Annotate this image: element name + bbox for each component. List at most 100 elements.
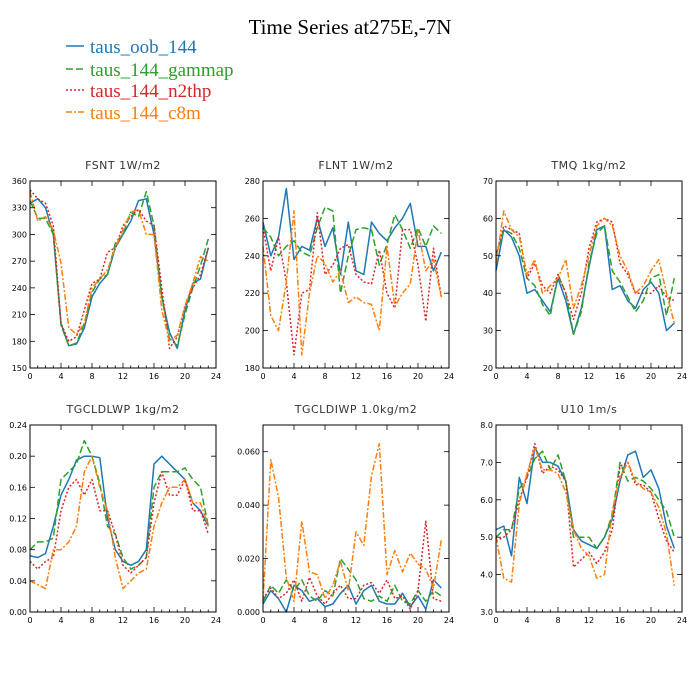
y-tick-label: 5.0 <box>480 533 493 542</box>
x-tick-label: 4 <box>291 616 296 625</box>
panel-2: TMQ 1kg/m2 0 4 8 12 16 20 24 20 30 40 50 60 70 <box>483 159 687 381</box>
y-tick-label: 220 <box>245 289 260 298</box>
x-tick-label: 16 <box>615 372 625 381</box>
series-line-taus_144_gammap <box>262 557 442 605</box>
series-line-taus_144_n2thp <box>262 520 442 611</box>
x-tick-label: 4 <box>58 616 63 625</box>
x-tick-label: 4 <box>58 372 63 381</box>
x-tick-label: 8 <box>322 372 327 381</box>
legend-item-3: taus_144_c8m <box>66 103 201 124</box>
series-line-taus_144_gammap <box>495 450 676 550</box>
x-tick-label: 4 <box>524 372 529 381</box>
panel-title: TGCLDIWP 1.0kg/m2 <box>294 403 418 416</box>
x-tick-label: 0 <box>27 372 32 381</box>
x-tick-label: 20 <box>180 616 190 625</box>
y-tick-label: 260 <box>245 214 260 223</box>
x-tick-label: 24 <box>211 616 221 625</box>
panel-1: FLNT 1W/m2 0 4 8 12 16 20 24 180 200 220 240 260 280 <box>245 159 454 381</box>
y-tick-label: 70 <box>483 177 493 186</box>
figure-title: Time Series at275E,-7N <box>249 15 452 39</box>
y-tick-label: 6.0 <box>480 496 493 505</box>
x-tick-label: 12 <box>584 372 594 381</box>
y-tick-label: 60 <box>483 214 493 223</box>
y-tick-label: 0.020 <box>237 555 260 564</box>
x-tick-label: 20 <box>180 372 190 381</box>
y-tick-label: 8.0 <box>480 421 493 430</box>
series-line-taus_144_c8m <box>29 455 210 590</box>
x-tick-label: 0 <box>260 372 265 381</box>
y-tick-label: 4.0 <box>480 571 493 580</box>
x-tick-label: 4 <box>291 372 296 381</box>
y-tick-label: 200 <box>245 327 260 336</box>
panel-4: TGCLDIWP 1.0kg/m2 0 4 8 12 16 20 24 0.000 0.020 0.… <box>237 403 454 625</box>
series-line-taus_144_c8m <box>495 210 676 324</box>
y-tick-label: 240 <box>245 252 260 261</box>
x-tick-label: 20 <box>646 372 656 381</box>
y-tick-label: 270 <box>12 257 27 266</box>
x-tick-label: 24 <box>211 372 221 381</box>
series-line-taus_144_c8m <box>495 446 676 586</box>
series-line-taus_144_n2thp <box>29 189 210 350</box>
y-tick-label: 280 <box>245 177 260 186</box>
legend-label-1: taus_144_gammap <box>90 60 234 81</box>
x-tick-label: 20 <box>646 616 656 625</box>
panel-3: TGCLDLWP 1kg/m2 0 4 8 12 16 20 24 0.00 0.04 0.08 0.… <box>9 403 221 625</box>
y-tick-label: 7.0 <box>480 458 493 467</box>
y-tick-label: 0.04 <box>9 577 27 586</box>
series-line-taus_oob_144 <box>495 446 676 557</box>
x-tick-label: 16 <box>615 616 625 625</box>
series-line-taus_oob_144 <box>29 198 210 350</box>
legend-item-1: taus_144_gammap <box>66 60 234 81</box>
panel-title: FLNT 1W/m2 <box>318 159 393 172</box>
y-tick-label: 0.000 <box>237 608 260 617</box>
y-tick-label: 30 <box>483 327 493 336</box>
y-tick-label: 0.16 <box>9 483 27 492</box>
y-tick-label: 180 <box>12 337 27 346</box>
x-tick-label: 12 <box>351 372 361 381</box>
y-tick-label: 360 <box>12 177 27 186</box>
series-line-taus_144_c8m <box>262 210 443 356</box>
legend: taus_oob_144 taus_144_gammap taus_144_n2… <box>66 37 234 124</box>
x-tick-label: 8 <box>89 372 94 381</box>
y-tick-label: 330 <box>12 204 27 213</box>
x-tick-label: 8 <box>555 616 560 625</box>
x-tick-label: 24 <box>677 372 687 381</box>
series-line-taus_144_n2thp <box>29 471 210 574</box>
y-tick-label: 40 <box>483 289 493 298</box>
x-tick-label: 16 <box>149 372 159 381</box>
y-tick-label: 20 <box>483 364 493 373</box>
panel-5: U10 1m/s 0 4 8 12 16 20 24 3.0 4.0 5.0 6.0 7.0 8.0 <box>480 403 687 625</box>
x-tick-label: 8 <box>322 616 327 625</box>
y-tick-label: 0.040 <box>237 501 260 510</box>
x-tick-label: 16 <box>382 616 392 625</box>
x-tick-label: 12 <box>351 616 361 625</box>
x-tick-label: 0 <box>493 372 498 381</box>
y-tick-label: 210 <box>12 311 27 320</box>
panel-title: U10 1m/s <box>561 403 618 416</box>
y-tick-label: 0.060 <box>237 448 260 457</box>
y-tick-label: 0.08 <box>9 546 27 555</box>
series-line-taus_144_c8m <box>262 442 443 603</box>
x-tick-label: 4 <box>524 616 529 625</box>
legend-item-0: taus_oob_144 <box>66 37 197 58</box>
series-line-taus_oob_144 <box>29 455 209 567</box>
series-line-taus_144_gammap <box>29 439 210 570</box>
x-tick-label: 16 <box>382 372 392 381</box>
legend-label-3: taus_144_c8m <box>90 103 201 124</box>
x-tick-label: 24 <box>444 616 454 625</box>
x-tick-label: 0 <box>260 616 265 625</box>
legend-label-0: taus_oob_144 <box>90 37 197 58</box>
panels-grid: FSNT 1W/m20 4 8 12 16 20 241501802102402703003… <box>9 159 687 625</box>
legend-label-2: taus_144_n2thp <box>90 81 211 102</box>
x-tick-label: 12 <box>584 616 594 625</box>
x-tick-label: 8 <box>555 372 560 381</box>
y-tick-label: 50 <box>483 252 493 261</box>
legend-item-2: taus_144_n2thp <box>66 81 211 102</box>
panel-title: TMQ 1kg/m2 <box>550 159 626 172</box>
y-tick-label: 0.00 <box>9 608 27 617</box>
y-tick-label: 240 <box>12 284 27 293</box>
y-tick-label: 0.20 <box>9 452 27 461</box>
y-tick-label: 0.12 <box>9 515 27 524</box>
x-tick-label: 20 <box>413 372 423 381</box>
